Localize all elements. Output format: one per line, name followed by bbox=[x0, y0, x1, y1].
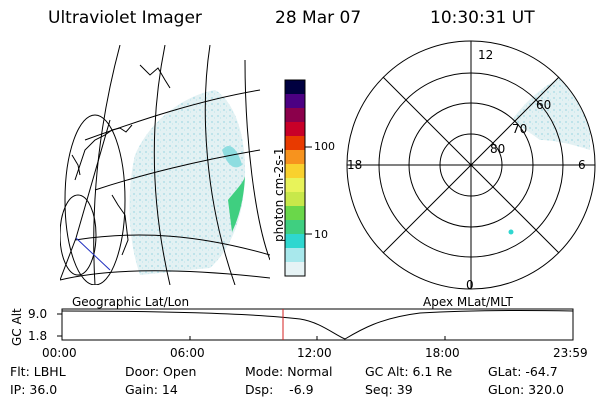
colorbar-cell bbox=[285, 164, 305, 179]
info-dsp: Dsp: -6.9 bbox=[245, 382, 314, 397]
info-ip: IP: 36.0 bbox=[10, 382, 58, 397]
info-seq: Seq: 39 bbox=[365, 382, 413, 397]
info-door: Door: Open bbox=[125, 364, 197, 379]
lat-label-80: 80 bbox=[490, 142, 506, 156]
colorbar-cell bbox=[285, 234, 305, 249]
colorbar-cell bbox=[285, 262, 305, 277]
info-glon: GLon: 320.0 bbox=[488, 382, 564, 397]
mlt-label-0: 0 bbox=[466, 278, 474, 292]
colorbar-cell bbox=[285, 94, 305, 109]
terminator-line bbox=[75, 237, 111, 271]
lat-label-60: 60 bbox=[536, 98, 552, 112]
date-label: 28 Mar 07 bbox=[275, 8, 362, 28]
colorbar-tick-100: 100 bbox=[314, 140, 335, 153]
colorbar-cell bbox=[285, 248, 305, 263]
colorbar-cell bbox=[285, 150, 305, 165]
strip-xtick-1200: 12:00 bbox=[297, 346, 332, 360]
info-glat: GLat: -64.7 bbox=[488, 364, 558, 379]
colorbar-cell bbox=[285, 220, 305, 235]
info-flt: Flt: LBHL bbox=[10, 364, 66, 379]
colorbar-cell bbox=[285, 178, 305, 193]
mlt-label-18: 18 bbox=[347, 158, 363, 172]
aurora-bright-edge bbox=[228, 176, 245, 232]
colorbar-cell bbox=[285, 122, 305, 137]
polar-caption: Apex MLat/MLT bbox=[423, 295, 513, 309]
colorbar-cell bbox=[285, 136, 305, 151]
strip-ylabel: GC Alt bbox=[10, 308, 24, 346]
strip-xtick-1800: 18:00 bbox=[425, 346, 460, 360]
strip-ytick-1-8: 1.8 bbox=[28, 329, 48, 343]
strip-xtick-2359: 23:59 bbox=[553, 346, 588, 360]
time-label: 10:30:31 UT bbox=[430, 8, 535, 28]
info-mode: Mode: Normal bbox=[245, 364, 333, 379]
altitude-curve bbox=[61, 309, 574, 340]
colorbar-cell bbox=[285, 206, 305, 221]
colorbar-cell bbox=[285, 80, 305, 95]
strip-xtick-0600: 06:00 bbox=[170, 346, 205, 360]
colorbar-cell bbox=[285, 108, 305, 123]
aurora-region bbox=[129, 90, 246, 275]
colorbar-cell bbox=[285, 192, 305, 207]
instrument-title: Ultraviolet Imager bbox=[48, 8, 202, 28]
info-gain: Gain: 14 bbox=[125, 382, 178, 397]
mlt-label-6: 6 bbox=[578, 158, 586, 172]
strip-ytick-9: 9.0 bbox=[28, 307, 48, 321]
info-gcalt: GC Alt: 6.1 Re bbox=[365, 364, 453, 379]
colorbar-label: photon cm-2s-1 bbox=[272, 147, 286, 243]
map-caption: Geographic Lat/Lon bbox=[72, 295, 190, 309]
mlt-label-12: 12 bbox=[478, 48, 494, 62]
lat-label-70: 70 bbox=[512, 122, 528, 136]
strip-xtick-0000: 00:00 bbox=[42, 346, 77, 360]
colorbar-tick-10: 10 bbox=[314, 228, 328, 241]
polar-spot bbox=[508, 229, 514, 235]
